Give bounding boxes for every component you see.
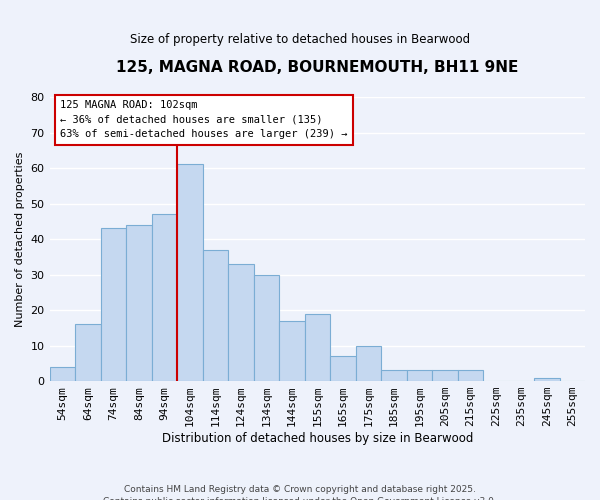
Bar (458, 370, 483, 381)
Bar (330, 356, 356, 381)
Bar (432, 370, 458, 381)
Bar (101, 228, 126, 381)
Bar (228, 264, 254, 381)
Text: Size of property relative to detached houses in Bearwood: Size of property relative to detached ho… (130, 32, 470, 46)
Bar (534, 378, 560, 381)
Bar (407, 370, 432, 381)
Bar (254, 274, 279, 381)
Text: 125 MAGNA ROAD: 102sqm
← 36% of detached houses are smaller (135)
63% of semi-de: 125 MAGNA ROAD: 102sqm ← 36% of detached… (60, 100, 348, 140)
Bar (279, 320, 305, 381)
Y-axis label: Number of detached properties: Number of detached properties (15, 152, 25, 326)
Bar (177, 164, 203, 381)
Title: 125, MAGNA ROAD, BOURNEMOUTH, BH11 9NE: 125, MAGNA ROAD, BOURNEMOUTH, BH11 9NE (116, 60, 518, 75)
Bar (126, 225, 152, 381)
Bar (75, 324, 101, 381)
Bar (381, 370, 407, 381)
Bar (50, 367, 75, 381)
Bar (356, 346, 381, 381)
Text: Contains HM Land Registry data © Crown copyright and database right 2025.
Contai: Contains HM Land Registry data © Crown c… (103, 485, 497, 500)
Bar (305, 314, 330, 381)
Bar (203, 250, 228, 381)
Bar (152, 214, 177, 381)
X-axis label: Distribution of detached houses by size in Bearwood: Distribution of detached houses by size … (161, 432, 473, 445)
